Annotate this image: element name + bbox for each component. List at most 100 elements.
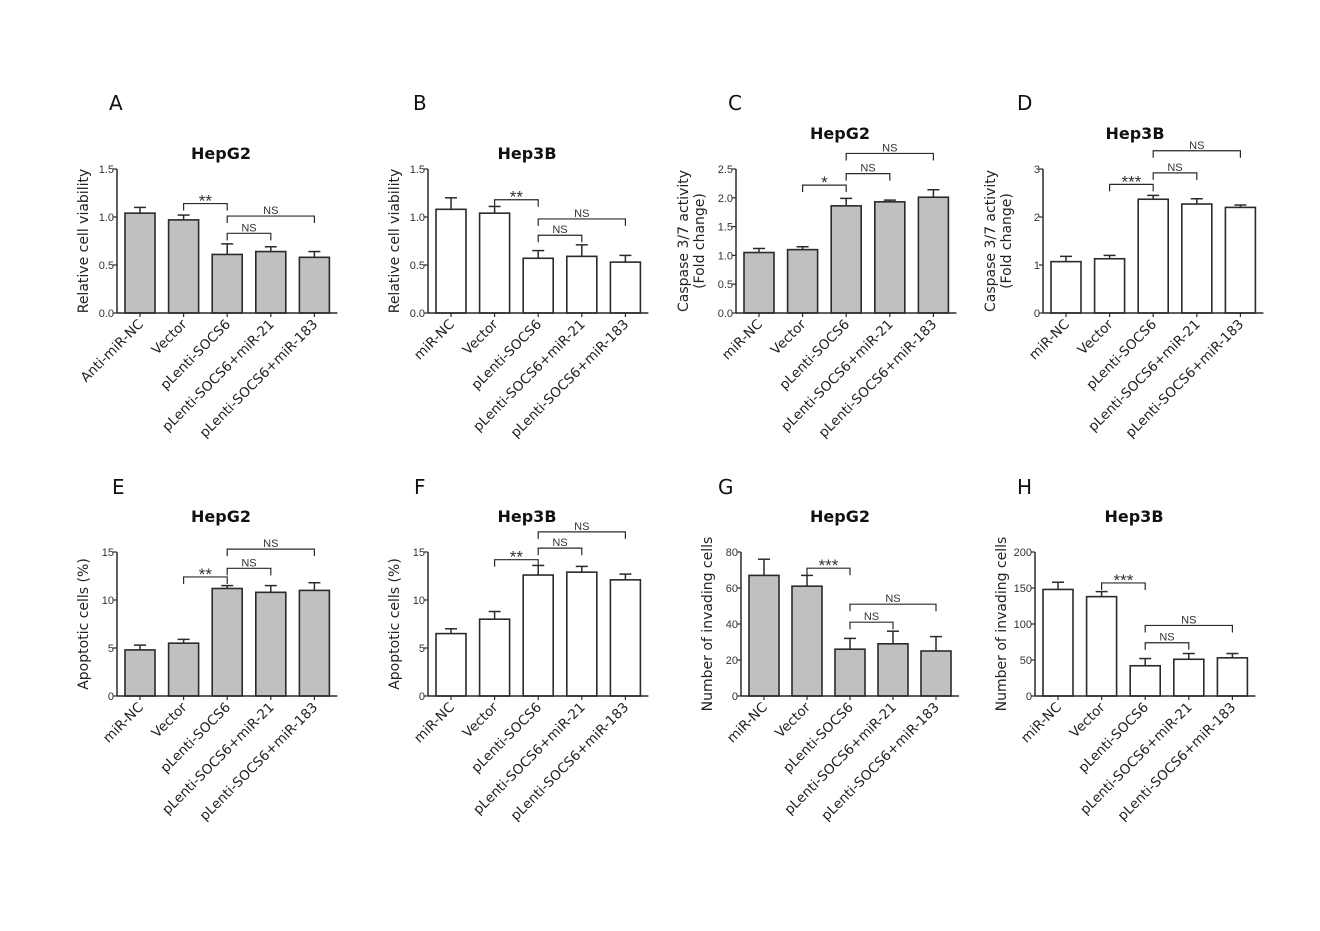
bar [920, 650, 952, 697]
significance-bracket [806, 567, 851, 576]
bar [834, 648, 866, 697]
bar [1173, 658, 1205, 697]
bar [1042, 588, 1074, 697]
significance-bracket [537, 234, 583, 243]
y-tick-label: 0.0 [410, 308, 425, 320]
significance-bracket [1144, 642, 1190, 650]
bar [211, 587, 243, 697]
significance-bracket [1144, 624, 1233, 633]
significance-stars: ** [510, 548, 524, 567]
bar [522, 257, 555, 314]
y-axis-label: Number of invading cells [994, 537, 1010, 712]
y-tick-label: 1.5 [718, 222, 733, 234]
significance-bracket [1152, 150, 1241, 158]
significance-stars: ** [199, 192, 213, 211]
ns-label: NS [241, 222, 256, 234]
bar [877, 642, 909, 697]
chart-title: Hep3B [497, 507, 556, 526]
y-axis-label: Caspase 3/7 activity [676, 170, 692, 312]
panel-letter: F [414, 475, 426, 499]
y-tick-label: 1.0 [718, 250, 733, 262]
x-tick-label: miR-NC [100, 700, 147, 747]
y-tick-label: 3 [1034, 164, 1040, 176]
significance-stars: *** [1113, 571, 1133, 590]
bar [478, 618, 511, 697]
x-tick-label: Vector [768, 316, 810, 358]
y-tick-label: 15 [102, 547, 114, 559]
y-tick-label: 0.5 [718, 279, 733, 291]
x-tick-label: miR-NC [1026, 317, 1073, 364]
y-axis-label-line2: (Fold change) [692, 193, 708, 289]
panel-letter: D [1017, 91, 1032, 115]
panel-letter: B [413, 91, 427, 115]
panel-letter: G [718, 475, 734, 499]
ns-label: NS [860, 163, 875, 175]
y-tick-label: 0 [1026, 691, 1032, 703]
bar [124, 212, 156, 314]
x-tick-label: Vector [149, 699, 191, 741]
ns-label: NS [552, 537, 567, 549]
y-axis-label: Apoptotic cells (%) [387, 558, 403, 690]
significance-bracket [183, 576, 228, 584]
y-tick-label: 0 [108, 691, 114, 703]
bar [1085, 595, 1118, 697]
panel-letter: A [109, 91, 123, 115]
significance-bracket [183, 202, 228, 211]
ns-label: NS [1159, 632, 1174, 644]
bar [167, 219, 200, 314]
y-tick-label: 1 [1034, 260, 1040, 272]
y-tick-label: 80 [726, 547, 738, 559]
bar [565, 255, 598, 314]
significance-stars: ** [199, 565, 213, 584]
significance-bracket [226, 567, 272, 576]
y-tick-label: 0.5 [410, 260, 425, 272]
bar [298, 589, 331, 697]
bar [435, 632, 467, 697]
y-axis-label: Number of invading cells [700, 537, 716, 712]
panel-letter: E [112, 475, 125, 499]
bar [873, 201, 906, 314]
significance-bracket [537, 218, 626, 226]
ns-label: NS [885, 593, 900, 605]
x-tick-label: Vector [460, 316, 502, 358]
significance-bracket [494, 559, 539, 567]
significance-bracket [845, 152, 934, 161]
ns-label: NS [1189, 140, 1204, 152]
y-tick-label: 0.0 [718, 308, 733, 320]
significance-bracket [802, 184, 847, 193]
bar [1181, 203, 1213, 314]
ns-label: NS [263, 538, 278, 550]
bar [1129, 664, 1161, 697]
bar [522, 574, 555, 697]
x-tick-label: Vector [149, 316, 191, 358]
significance-bracket [226, 232, 272, 241]
y-tick-label: 0 [732, 691, 738, 703]
y-axis-label: Relative cell viability [76, 169, 92, 314]
significance-bracket [226, 215, 315, 224]
x-tick-label: miR-NC [411, 317, 458, 364]
chart-title: Hep3B [1105, 124, 1164, 143]
bar [478, 212, 511, 314]
ns-label: NS [1167, 162, 1182, 174]
chart-title: HepG2 [191, 144, 251, 163]
bar [211, 253, 243, 314]
bar [786, 248, 819, 314]
significance-bracket [537, 547, 583, 556]
bar [917, 196, 950, 314]
bar [565, 571, 598, 697]
chart-title: HepG2 [810, 124, 870, 143]
y-tick-label: 2.5 [718, 164, 733, 176]
y-tick-label: 100 [1014, 619, 1032, 631]
bar [1224, 206, 1257, 314]
bar [830, 205, 863, 314]
y-axis-label: Caspase 3/7 activity [983, 170, 999, 312]
significance-bracket [845, 173, 891, 181]
y-tick-label: 1.0 [99, 212, 114, 224]
bar [167, 642, 200, 697]
bar [748, 574, 780, 697]
bar [124, 649, 156, 697]
